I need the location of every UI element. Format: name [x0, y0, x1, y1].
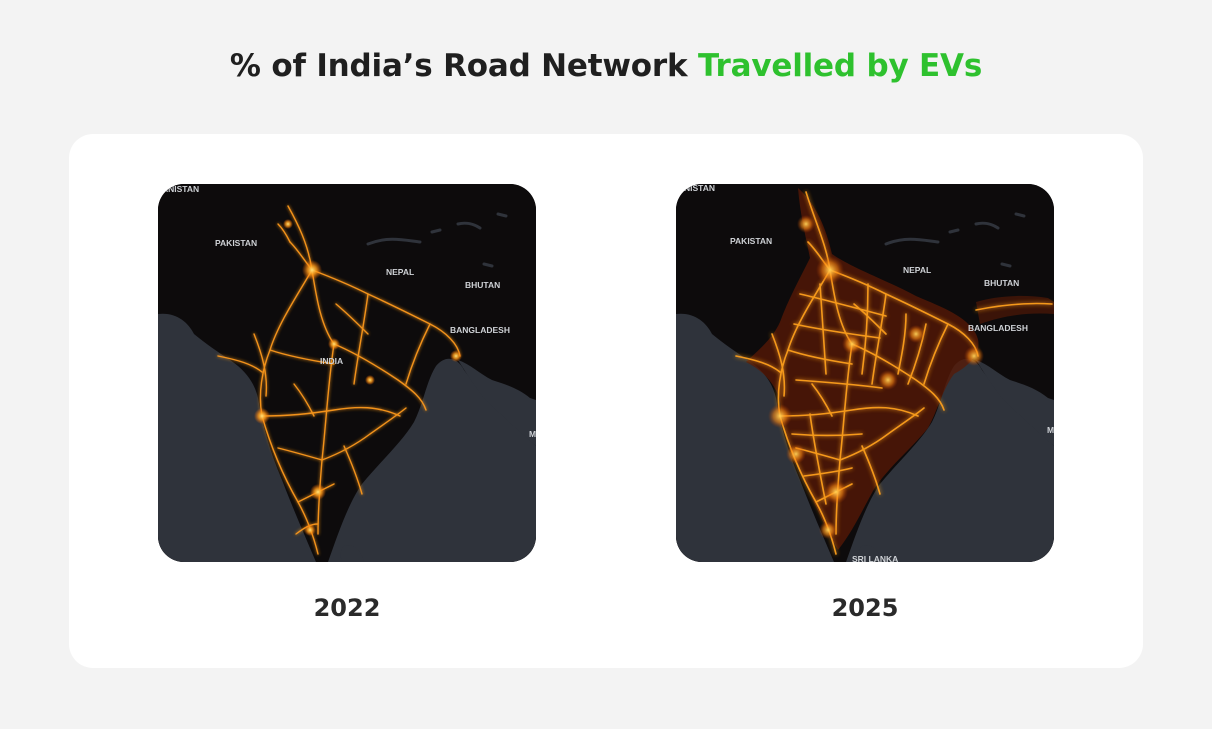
- arabian-sea: [676, 313, 834, 562]
- label-nepal: NEPAL: [903, 265, 931, 275]
- label-pakistan: PAKISTAN: [730, 236, 772, 246]
- maps-card: ANISTAN PAKISTAN NEPAL BHUTAN BANGLADESH…: [69, 134, 1143, 668]
- label-pakistan: PAKISTAN: [215, 238, 257, 248]
- arabian-sea: [158, 313, 316, 562]
- label-bangladesh: BANGLADESH: [450, 325, 510, 335]
- hotspots: [768, 215, 984, 539]
- sri-lanka: [858, 545, 882, 562]
- title-accent: Travelled by EVs: [698, 48, 983, 84]
- map-2025: NISTAN PAKISTAN NEPAL BHUTAN BANGLADESH …: [676, 184, 1054, 562]
- bay-inlet: [976, 360, 1054, 446]
- map-panel-2025: NISTAN PAKISTAN NEPAL BHUTAN BANGLADESH …: [676, 184, 1056, 622]
- page-title: % of India’s Road Network Travelled by E…: [0, 48, 1212, 84]
- road-network: [735, 191, 1053, 555]
- label-nepal: NEPAL: [386, 267, 414, 277]
- bay-of-bengal: [846, 358, 1054, 562]
- label-bhutan: BHUTAN: [465, 280, 500, 290]
- label-afghanistan: NISTAN: [684, 184, 715, 193]
- bay-of-bengal: [328, 358, 536, 562]
- map-panel-2022: ANISTAN PAKISTAN NEPAL BHUTAN BANGLADESH…: [158, 184, 538, 622]
- bay-inlet: [458, 360, 536, 446]
- year-label-2022: 2022: [313, 594, 381, 622]
- river-lines: [884, 212, 1026, 268]
- label-bhutan: BHUTAN: [984, 278, 1019, 288]
- map-2022: ANISTAN PAKISTAN NEPAL BHUTAN BANGLADESH…: [158, 184, 536, 562]
- title-prefix: % of India’s Road Network: [229, 48, 699, 84]
- label-srilanka: SRI LANKA: [852, 554, 898, 562]
- label-bangladesh: BANGLADESH: [968, 323, 1028, 333]
- hotspots: [254, 219, 462, 536]
- label-myanmar: M: [529, 429, 536, 439]
- label-afghanistan: ANISTAN: [162, 184, 199, 194]
- label-india: INDIA: [320, 356, 343, 366]
- year-label-2025: 2025: [831, 594, 899, 622]
- label-myanmar: M: [1047, 425, 1054, 435]
- river-lines: [366, 212, 508, 268]
- sri-lanka: [340, 545, 364, 562]
